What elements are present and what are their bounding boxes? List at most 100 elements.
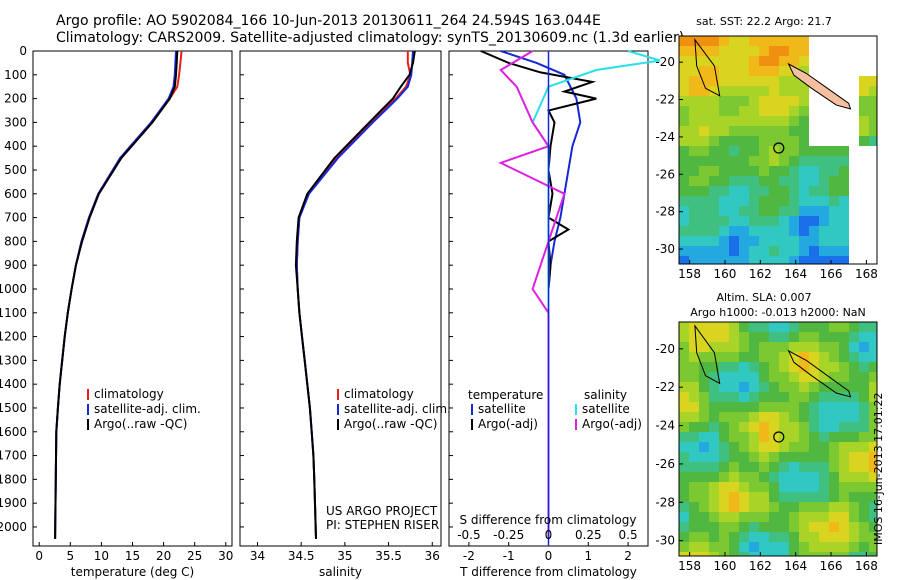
- map-cell: [779, 512, 790, 523]
- map-cell: [809, 256, 820, 264]
- map-cell: [809, 332, 820, 343]
- x-tick-label: 20: [156, 549, 171, 563]
- map-cell: [819, 462, 830, 473]
- map-cell: [749, 106, 760, 117]
- map-cell: [789, 46, 800, 57]
- map-cell: [859, 86, 870, 97]
- map-cell: [809, 412, 820, 423]
- map-cell: [809, 452, 820, 463]
- map-cell: [689, 56, 700, 67]
- map-cell: [709, 146, 720, 157]
- map-cell: [749, 136, 760, 147]
- map-cell: [679, 206, 690, 217]
- map-cell: [849, 422, 860, 433]
- panel-salinity: 34 34.5 35 35.5 36 salinity climatologysatelli…: [239, 50, 451, 579]
- map-cell: [699, 176, 710, 187]
- map-cell: [799, 332, 810, 343]
- map-cell: [759, 166, 770, 177]
- map-cell: [719, 382, 730, 393]
- map-cell: [779, 362, 790, 373]
- map-cell: [709, 472, 720, 483]
- map-cell: [859, 246, 870, 257]
- map-cell: [869, 246, 877, 257]
- map-cell: [809, 186, 820, 197]
- map-cell: [869, 532, 877, 543]
- map-cell: [699, 392, 710, 403]
- map-cell: [809, 482, 820, 493]
- map-cell: [689, 236, 700, 247]
- map-cell: [689, 382, 700, 393]
- map-cell: [789, 472, 800, 483]
- map-cell: [749, 342, 760, 353]
- legend-label: climatology: [344, 387, 414, 401]
- map-cell: [739, 432, 750, 443]
- map-cell: [799, 522, 810, 533]
- map-cell: [769, 492, 780, 503]
- map-cell: [699, 512, 710, 523]
- map-cell: [769, 542, 780, 553]
- map-cell: [749, 462, 760, 473]
- map-cell: [689, 492, 700, 503]
- map-cell: [789, 362, 800, 373]
- map-cell: [679, 552, 690, 556]
- map-cell: [739, 156, 750, 167]
- map-cell: [839, 46, 850, 57]
- map-cell: [729, 412, 740, 423]
- map-cell: [819, 472, 830, 483]
- map-cell: [719, 402, 730, 413]
- map-cell: [699, 442, 710, 453]
- map-cell: [839, 352, 850, 363]
- map-cell: [769, 96, 780, 107]
- map-x-tick-label: 164: [784, 559, 807, 573]
- map-cell: [699, 552, 710, 556]
- map-cell: [749, 236, 760, 247]
- map-cell: [699, 532, 710, 543]
- map-cell: [789, 146, 800, 157]
- map-cell: [849, 492, 860, 503]
- map-frame: [678, 35, 878, 265]
- map-y-tick-label: -24: [655, 130, 675, 144]
- map-cell: [859, 136, 870, 147]
- map-cell: [809, 472, 820, 483]
- map-cell: [719, 246, 730, 257]
- map-cell: [779, 342, 790, 353]
- map-cell: [819, 56, 830, 67]
- map-cell: [779, 86, 790, 97]
- map-cell: [729, 136, 740, 147]
- map-cell: [859, 472, 870, 483]
- map-cell: [839, 206, 850, 217]
- map-cell: [729, 502, 740, 513]
- map-cell: [819, 402, 830, 413]
- map-cell: [719, 492, 730, 503]
- map-cell: [719, 136, 730, 147]
- map-cell: [769, 156, 780, 167]
- map-cell: [829, 176, 840, 187]
- map-cell: [709, 362, 720, 373]
- map-cell: [699, 362, 710, 373]
- map-cell: [799, 462, 810, 473]
- map-cell: [839, 402, 850, 413]
- map-cell: [769, 512, 780, 523]
- map-cell: [709, 226, 720, 237]
- map-cell: [699, 136, 710, 147]
- map-cell: [699, 402, 710, 413]
- map-cell: [729, 116, 740, 127]
- map-cell: [749, 216, 760, 227]
- map-cell: [689, 352, 700, 363]
- map-cell: [749, 432, 760, 443]
- map-cell: [759, 66, 770, 77]
- map-cell: [719, 362, 730, 373]
- map-cell: [699, 502, 710, 513]
- map-cell: [689, 542, 700, 553]
- map-cell: [859, 382, 870, 393]
- map-cell: [869, 402, 877, 413]
- map-cell: [859, 196, 870, 207]
- map-cell: [859, 442, 870, 453]
- map-cell: [749, 166, 760, 177]
- map-cell: [829, 206, 840, 217]
- map-cell: [709, 86, 720, 97]
- map-cell: [769, 196, 780, 207]
- map-cell: [679, 332, 690, 343]
- map-field: [679, 36, 877, 264]
- map-cell: [799, 116, 810, 127]
